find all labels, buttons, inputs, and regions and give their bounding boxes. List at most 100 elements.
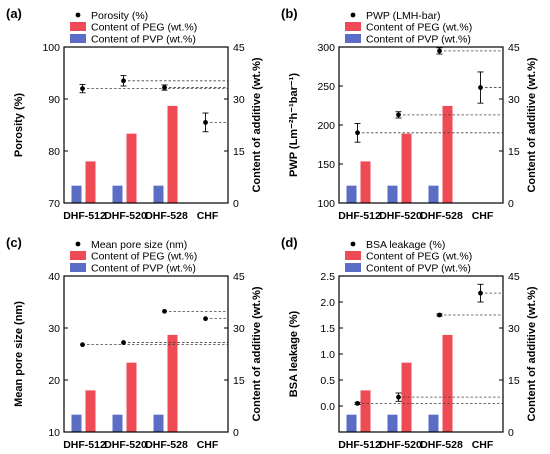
legend-peg-swatch bbox=[345, 22, 361, 31]
data-point bbox=[203, 120, 208, 125]
category-label: DHF-512 bbox=[338, 210, 381, 222]
legend-label: Content of PEG (wt.%) bbox=[366, 251, 472, 263]
left-axis-title: Porosity (%) bbox=[13, 93, 25, 158]
peg-bar bbox=[167, 334, 178, 432]
data-point bbox=[162, 308, 167, 314]
panel-label: (a) bbox=[6, 6, 22, 21]
legend-peg-swatch bbox=[70, 251, 86, 260]
category-label: DHF-512 bbox=[63, 439, 106, 451]
legend-label: PWP (LMH-bar) bbox=[366, 10, 440, 22]
legend-point-marker bbox=[350, 241, 356, 247]
peg-bar bbox=[401, 133, 412, 203]
left-tick-label: 150 bbox=[317, 159, 335, 171]
panel-label: (b) bbox=[281, 6, 298, 21]
legend-point-marker bbox=[75, 12, 81, 18]
peg-bar bbox=[401, 362, 412, 432]
right-tick-label: 30 bbox=[508, 323, 520, 335]
left-axis-title: Mean pore size (nm) bbox=[13, 301, 25, 407]
pvp-bar bbox=[153, 185, 164, 203]
right-tick-label: 45 bbox=[508, 271, 520, 283]
right-axis-title: Content of additive (wt.%) bbox=[526, 57, 538, 192]
data-point bbox=[162, 85, 167, 90]
left-tick-label: 200 bbox=[317, 120, 335, 132]
peg-bar bbox=[85, 390, 96, 432]
category-label: CHF bbox=[197, 210, 219, 222]
right-axis-title: Content of additive (wt.%) bbox=[251, 286, 263, 421]
left-tick-label: 100 bbox=[42, 42, 60, 54]
right-tick-label: 0 bbox=[233, 427, 239, 439]
legend-label: Content of PEG (wt.%) bbox=[366, 22, 472, 34]
left-tick-label: 0.0 bbox=[320, 401, 335, 413]
left-tick-label: 100 bbox=[317, 198, 335, 210]
legend-label: BSA leakage (%) bbox=[366, 239, 445, 251]
peg-bar bbox=[126, 133, 137, 203]
data-point bbox=[355, 401, 360, 406]
legend-label: Content of PVP (wt.%) bbox=[366, 263, 471, 275]
right-tick-label: 15 bbox=[508, 146, 520, 158]
left-tick-label: 2.5 bbox=[320, 271, 335, 283]
left-tick-label: 40 bbox=[48, 271, 60, 283]
pvp-bar bbox=[153, 414, 164, 432]
left-tick-label: 0.5 bbox=[320, 375, 335, 387]
data-point bbox=[80, 342, 85, 348]
plot-frame bbox=[63, 275, 229, 433]
panel-a: (a) 70 80 90 100 0 15 30 45 DHF-512DHF-520DHF-528… bbox=[6, 6, 263, 222]
pvp-bar bbox=[428, 414, 439, 432]
right-tick-label: 30 bbox=[233, 94, 245, 106]
legend-label: Content of PEG (wt.%) bbox=[91, 22, 197, 34]
panel-b: (b) 100 150 200 250 300 0 15 30 45 DHF-512DHF-520D… bbox=[281, 6, 538, 222]
left-tick-label: 90 bbox=[48, 94, 60, 106]
data-point bbox=[355, 130, 360, 136]
legend-point-marker bbox=[75, 241, 81, 247]
legend-pvp-swatch bbox=[345, 34, 361, 43]
category-label: DHF-520 bbox=[379, 439, 422, 451]
legend-pvp-swatch bbox=[345, 263, 361, 272]
data-point bbox=[478, 290, 483, 296]
left-tick-label: 70 bbox=[48, 198, 60, 210]
left-tick-label: 250 bbox=[317, 81, 335, 93]
legend-label: Content of PVP (wt.%) bbox=[91, 34, 196, 46]
category-label: DHF-528 bbox=[420, 210, 463, 222]
pvp-bar bbox=[428, 185, 439, 203]
right-tick-label: 30 bbox=[508, 94, 520, 106]
panel-label: (c) bbox=[6, 235, 22, 250]
pvp-bar bbox=[71, 185, 82, 203]
data-point bbox=[396, 112, 401, 118]
right-tick-label: 0 bbox=[233, 198, 239, 210]
legend-label: Content of PEG (wt.%) bbox=[91, 251, 197, 263]
left-tick-label: 10 bbox=[48, 427, 60, 439]
category-label: DHF-520 bbox=[379, 210, 422, 222]
right-tick-label: 30 bbox=[233, 323, 245, 335]
peg-bar bbox=[85, 161, 96, 203]
left-tick-label: 20 bbox=[48, 375, 60, 387]
category-label: DHF-528 bbox=[145, 439, 188, 451]
legend-pvp-swatch bbox=[70, 34, 86, 43]
pvp-bar bbox=[112, 185, 123, 203]
panel-d: (d)0.00.51.01.52.02.50153045DHF-512DHF-5… bbox=[281, 235, 538, 451]
left-tick-label: 300 bbox=[317, 42, 335, 54]
legend-pvp-swatch bbox=[70, 263, 86, 272]
data-point bbox=[121, 78, 126, 84]
right-axis-title: Content of additive (wt.%) bbox=[526, 286, 538, 421]
left-tick-label: 1.0 bbox=[320, 349, 335, 361]
legend-peg-swatch bbox=[345, 251, 361, 260]
data-point bbox=[437, 48, 442, 54]
legend-label: Porosity (%) bbox=[91, 10, 148, 22]
left-tick-label: 1.5 bbox=[320, 323, 335, 335]
legend-label: Mean pore size (nm) bbox=[91, 239, 187, 251]
peg-bar bbox=[360, 390, 371, 432]
data-point bbox=[396, 394, 401, 400]
left-tick-label: 30 bbox=[48, 323, 60, 335]
data-point bbox=[437, 312, 442, 318]
category-label: DHF-528 bbox=[145, 210, 188, 222]
data-point bbox=[80, 86, 85, 91]
right-tick-label: 0 bbox=[508, 198, 514, 210]
pvp-bar bbox=[387, 414, 398, 432]
right-tick-label: 45 bbox=[233, 271, 245, 283]
plot-frame bbox=[63, 46, 229, 204]
peg-bar bbox=[167, 105, 178, 203]
data-point bbox=[121, 340, 126, 345]
right-axis-title: Content of additive (wt.%) bbox=[251, 57, 263, 192]
panel-label: (d) bbox=[281, 235, 298, 250]
